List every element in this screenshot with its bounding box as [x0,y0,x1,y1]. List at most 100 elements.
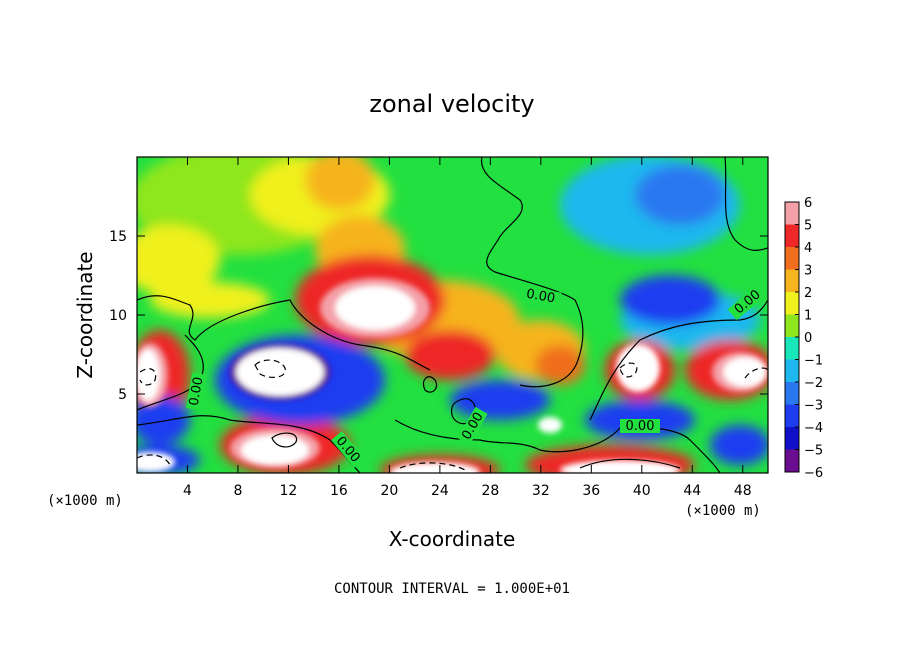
contour-label: 0.00 [519,285,562,307]
colorbar-swatch [785,438,799,450]
colorbar-swatch [785,337,799,349]
x-unit-right: (×1000 m) [685,503,761,519]
colorbar-tick-label: −4 [804,421,823,436]
colorbar-swatch [785,247,799,259]
x-unit-left: (×1000 m) [47,493,123,509]
field-core [560,460,680,473]
field-core [236,348,324,396]
field-blob [137,395,190,445]
negative-contour [399,462,466,471]
x-tick-label: 48 [734,483,752,499]
colorbar-swatch [785,314,799,327]
contour-label-text: 0.00 [525,287,556,307]
contour-label: 0.00 [620,419,660,434]
y-tick-label: 5 [118,387,127,403]
colorbar-swatch [785,224,799,237]
negative-contour [254,359,286,378]
zero-contour [480,157,584,388]
field-core [538,417,562,433]
zero-contour [724,157,768,251]
x-tick-label: 28 [481,483,499,499]
field-blob [137,225,220,295]
positive-contour [271,432,298,448]
colorbar-swatch [785,359,799,372]
chart-title: zonal velocity [369,90,534,118]
x-axis: 4 8 12 16 20 24 28 32 36 40 44 48 [183,157,752,499]
field-blob [450,380,550,420]
colorbar-swatch [785,202,799,214]
field-core [723,357,767,387]
colorbar-tick-label: 4 [804,241,812,256]
colorbar-tick-label: 6 [804,196,812,211]
colorbar-swatch [785,325,799,338]
colorbar-swatch [785,235,799,248]
y-axis: 5 10 15 [109,229,768,403]
contour-interval-footnote: CONTOUR INTERVAL = 1.000E+01 [334,581,570,597]
y-axis-label: Z-coordinate [73,251,97,378]
x-tick-label: 20 [380,483,398,499]
contour-label-text: 0.00 [626,419,655,434]
negative-contour [139,368,157,386]
x-tick-label: 16 [330,483,348,499]
field-blob [535,345,585,385]
field-core [616,344,660,392]
y-tick-label: 10 [109,308,127,324]
field-core [137,349,160,401]
y-tick-label: 15 [109,229,127,245]
zero-contour [137,295,431,371]
x-tick-label: 36 [582,483,600,499]
field-blob [305,157,375,210]
x-tick-label: 8 [233,483,242,499]
colorbar-tick-label: −2 [804,376,823,391]
colorbar-swatch [785,427,799,439]
contour-label: 0.00 [186,372,207,411]
field-blob [150,282,270,318]
x-tick-label: 24 [431,483,449,499]
colorbar-tick-label: −3 [804,399,823,414]
colorbar-swatch [785,292,799,304]
colorbar-tick-label: −1 [804,354,823,369]
x-tick-label: 32 [532,483,550,499]
field-blob [405,330,495,380]
colorbar-swatch [785,280,799,293]
colorbar-swatch [785,258,799,270]
colorbar-tick-label: 3 [804,264,812,279]
field-core [390,462,480,473]
colorbar-swatch [785,449,799,462]
field-blob [710,425,768,465]
colorbar: 6 5 4 3 2 1 0 −1 −2 −3 −4 −5 −6 [784,196,823,481]
colorbar-swatch [785,393,799,405]
zero-contour [422,376,438,393]
contour-label-text: 0.00 [187,376,207,407]
negative-contour [137,454,171,466]
colorbar-tick-label: 5 [804,219,812,234]
plot-area: 0.00 0.00 0.00 0.00 0.00 0.00 [137,157,768,473]
colorbar-swatch [785,269,799,282]
colorbar-swatch [785,415,799,428]
negative-contour [619,362,638,378]
field-cores [137,278,768,473]
zero-contour [450,398,477,425]
x-tick-label: 40 [633,483,651,499]
x-axis-label: X-coordinate [389,527,516,551]
colorbar-tick-label: 2 [804,286,812,301]
x-tick-label: 12 [280,483,298,499]
colorbar-tick-label: 1 [804,309,812,324]
colorbar-swatch [785,303,799,315]
colorbar-tick-label: −6 [804,466,823,481]
field-core [335,286,415,330]
colorbar-swatch [785,348,799,360]
colorbar-swatch [785,460,799,473]
x-tick-label: 4 [183,483,192,499]
colorbar-swatch [785,382,799,394]
negative-contour [744,367,768,379]
colorbar-tick-label: 0 [804,331,812,346]
positive-contour [579,458,681,469]
colorbar-tick-label: −5 [804,444,823,459]
colorbar-swatch [785,213,799,225]
field-blob [635,165,725,225]
field-core [241,435,309,465]
zero-contour [589,299,768,421]
x-tick-label: 44 [683,483,701,499]
